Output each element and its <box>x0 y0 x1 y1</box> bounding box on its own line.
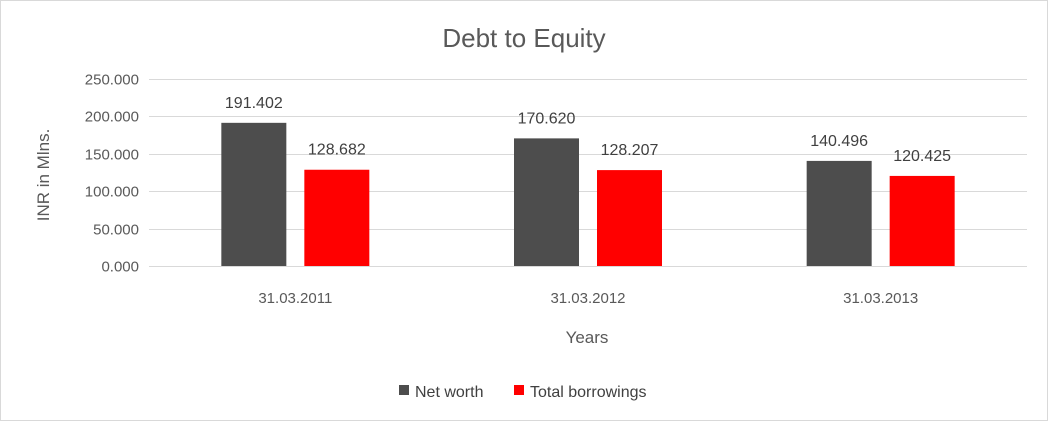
data-label-total-borrowings: 120.425 <box>893 148 951 165</box>
legend-swatch-total-borrowings <box>514 385 524 395</box>
x-axis-ticks: 31.03.2011 31.03.2012 31.03.2013 <box>258 290 918 307</box>
x-tick-label: 31.03.2012 <box>550 290 625 307</box>
y-axis-title: INR in Mlns. <box>34 129 53 222</box>
data-label-net-worth: 191.402 <box>225 95 283 112</box>
x-tick-label: 31.03.2013 <box>843 290 918 307</box>
bar-total-borrowings <box>597 170 662 266</box>
data-label-net-worth: 170.620 <box>518 110 576 127</box>
legend-swatch-net-worth <box>399 385 409 395</box>
y-tick-label: 0.000 <box>101 259 139 276</box>
bar-total-borrowings <box>889 175 955 266</box>
legend: Net worth Total borrowings <box>399 384 647 401</box>
bar-total-borrowings <box>304 169 370 266</box>
y-tick-label: 250.000 <box>85 72 139 89</box>
bar-net-worth <box>806 160 872 266</box>
x-axis-title: Years <box>566 328 609 347</box>
y-axis-ticks: 0.000 50.000 100.000 150.000 200.000 250.000 <box>85 72 139 276</box>
data-labels: 191.402 128.682 170.620 128.207 140.496 120.4… <box>225 95 951 165</box>
data-label-total-borrowings: 128.682 <box>308 142 366 159</box>
gridlines <box>149 79 1027 267</box>
y-tick-label: 150.000 <box>85 147 139 164</box>
data-label-total-borrowings: 128.207 <box>601 142 659 159</box>
legend-label-total-borrowings: Total borrowings <box>530 384 647 401</box>
data-label-net-worth: 140.496 <box>810 133 868 150</box>
x-tick-label: 31.03.2011 <box>258 290 332 307</box>
bar-net-worth <box>221 122 287 267</box>
bars <box>221 122 955 267</box>
chart-title: Debt to Equity <box>442 23 605 53</box>
bar-net-worth <box>514 138 579 266</box>
y-tick-label: 100.000 <box>85 184 139 201</box>
legend-label-net-worth: Net worth <box>415 384 483 401</box>
y-tick-label: 50.000 <box>93 222 139 239</box>
y-tick-label: 200.000 <box>85 109 139 126</box>
